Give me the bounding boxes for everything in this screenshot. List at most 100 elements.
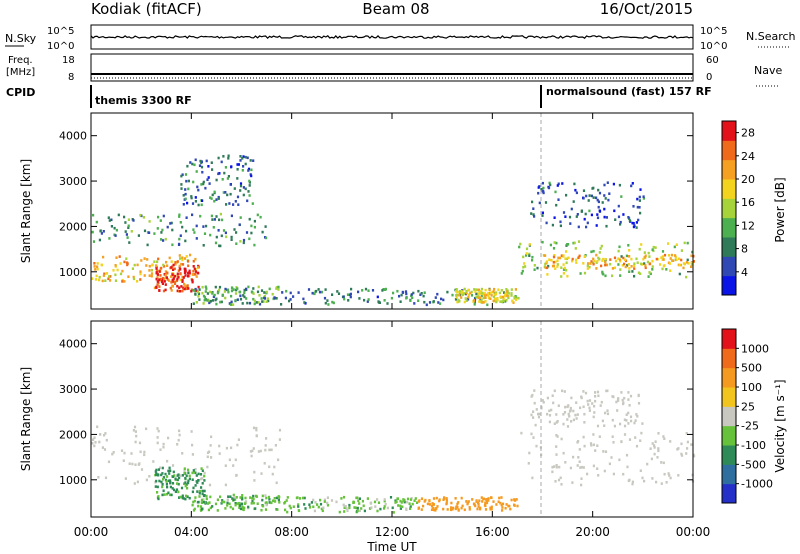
- data-cell: [463, 300, 466, 304]
- data-cell: [553, 254, 556, 257]
- data-cell: [308, 503, 311, 506]
- data-cell: [227, 495, 230, 498]
- scatter-region-2: [191, 493, 281, 512]
- data-cell: [455, 290, 459, 293]
- data-cell: [235, 231, 238, 234]
- data-cell: [500, 289, 503, 292]
- data-cell: [211, 299, 215, 302]
- data-cell: [611, 267, 614, 270]
- colorbar-swatch-8: [722, 329, 736, 349]
- data-cell: [498, 496, 501, 500]
- data-cell: [565, 250, 568, 253]
- data-cell: [238, 223, 241, 226]
- data-cell: [215, 297, 218, 301]
- data-cell: [192, 265, 195, 268]
- data-cell: [487, 294, 490, 298]
- data-cell: [156, 260, 159, 264]
- data-cell: [164, 270, 167, 273]
- data-cell: [575, 261, 578, 264]
- data-cell: [244, 155, 247, 159]
- data-cell: [249, 496, 252, 499]
- data-cell: [554, 267, 557, 270]
- data-cell: [175, 279, 179, 282]
- data-cell: [242, 241, 245, 245]
- data-cell: [560, 254, 563, 257]
- data-cell: [238, 290, 241, 294]
- data-cell: [278, 438, 281, 441]
- data-cell: [312, 498, 315, 502]
- data-cell: [104, 432, 107, 435]
- data-cell: [582, 466, 585, 469]
- data-cell: [566, 243, 569, 246]
- data-cell: [145, 264, 148, 267]
- data-cell: [619, 274, 622, 277]
- data-cell: [349, 295, 352, 299]
- data-cell: [492, 500, 495, 503]
- data-cell: [642, 195, 645, 198]
- data-cell: [419, 293, 422, 296]
- data-cell: [99, 433, 102, 436]
- data-cell: [383, 499, 386, 503]
- data-cell: [620, 195, 623, 198]
- data-cell: [576, 213, 579, 216]
- data-cell: [593, 404, 596, 408]
- data-cell: [605, 224, 608, 228]
- data-cell: [495, 300, 498, 304]
- data-cell: [596, 198, 599, 202]
- data-cell: [275, 287, 278, 290]
- data-cell: [157, 429, 160, 433]
- date-title: 16/Oct/2015: [600, 0, 693, 18]
- data-cell: [445, 499, 448, 502]
- data-cell: [552, 261, 555, 264]
- data-cell: [159, 274, 162, 277]
- data-cell: [105, 272, 109, 275]
- data-cell: [292, 505, 295, 508]
- data-cell: [216, 509, 219, 512]
- data-cell: [229, 505, 232, 509]
- data-cell: [657, 449, 660, 453]
- data-cell: [112, 269, 115, 272]
- data-cell: [195, 480, 198, 483]
- data-cell: [520, 272, 523, 275]
- data-cell: [208, 182, 211, 185]
- data-cell: [216, 498, 219, 502]
- data-cell: [623, 418, 626, 422]
- data-cell: [198, 500, 201, 504]
- data-cell: [170, 275, 173, 278]
- data-cell: [598, 251, 601, 254]
- data-cell: [124, 477, 127, 480]
- data-cell: [500, 300, 504, 303]
- data-cell: [265, 501, 268, 504]
- data-cell: [139, 213, 142, 217]
- data-cell: [577, 256, 580, 260]
- data-cell: [171, 487, 174, 490]
- data-cell: [252, 159, 255, 162]
- data-cell: [160, 238, 163, 241]
- data-cell: [456, 502, 459, 506]
- data-cell: [635, 221, 638, 224]
- data-cell: [394, 501, 397, 504]
- data-cell: [592, 261, 595, 265]
- data-cell: [628, 267, 631, 270]
- data-cell: [206, 178, 209, 181]
- data-cell: [200, 203, 203, 207]
- scatter-region-2: [91, 212, 268, 248]
- data-cell: [472, 502, 476, 506]
- data-cell: [268, 465, 271, 469]
- data-cell: [177, 482, 180, 486]
- data-cell: [638, 206, 641, 209]
- data-cell: [621, 398, 624, 402]
- data-cell: [259, 215, 262, 219]
- data-cell: [274, 444, 277, 447]
- data-cell: [446, 508, 449, 511]
- data-cell: [559, 220, 562, 224]
- data-cell: [197, 472, 200, 476]
- data-cell: [261, 230, 264, 234]
- data-cell: [187, 179, 190, 183]
- data-cell: [228, 302, 231, 305]
- data-cell: [217, 195, 220, 199]
- data-cell: [167, 479, 170, 483]
- data-cell: [477, 296, 480, 300]
- data-cell: [243, 291, 246, 295]
- data-cell: [685, 275, 688, 279]
